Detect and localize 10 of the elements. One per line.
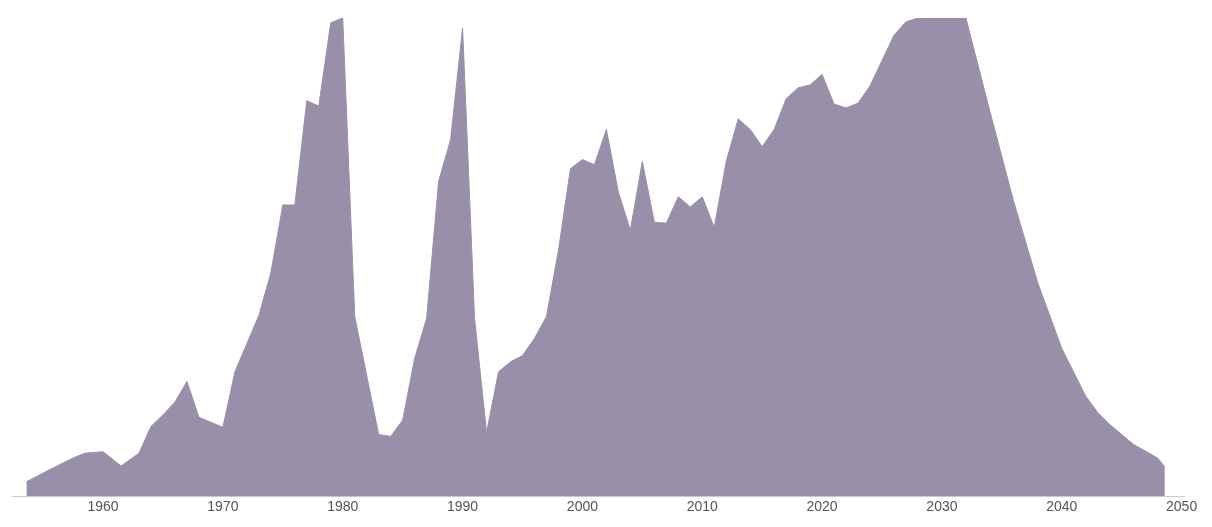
x-tick-label: 1990: [447, 498, 479, 515]
x-tick-label: 1980: [327, 498, 359, 515]
x-tick-label: 1960: [87, 498, 119, 515]
x-tick-label: 2010: [686, 498, 719, 515]
x-tick-label: 2020: [806, 498, 838, 515]
x-tick-label: 2050: [1166, 498, 1198, 515]
x-tick-label: 2000: [566, 498, 599, 515]
x-tick-label: 2030: [926, 498, 958, 515]
x-tick-label: 1970: [207, 498, 239, 515]
x-tick-label: 2040: [1046, 498, 1078, 515]
